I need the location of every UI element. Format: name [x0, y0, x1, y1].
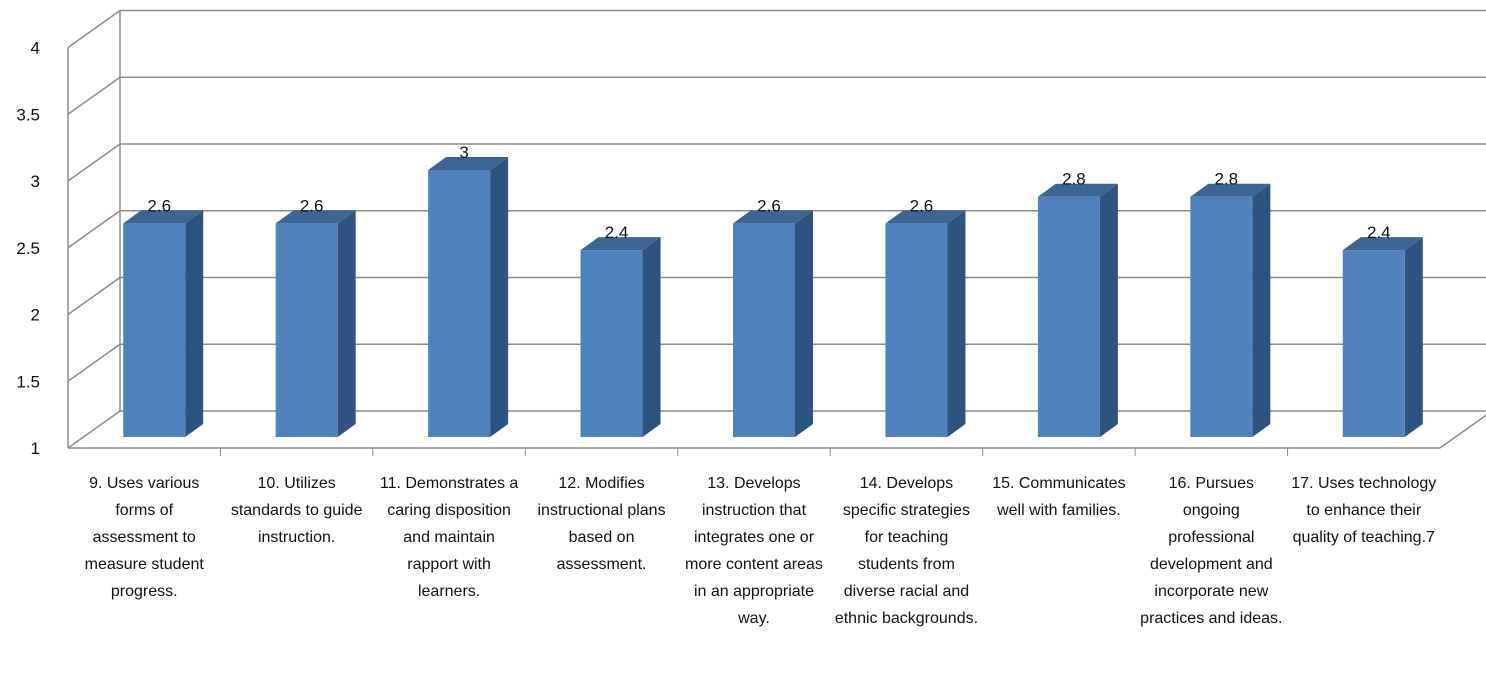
- data-labels: 2.6 2.6 3 2.4 2.6 2.6 2.8 2.8 2.4: [147, 143, 1390, 242]
- bar: [428, 170, 491, 437]
- bar: [1342, 250, 1405, 437]
- bar-side: [947, 210, 966, 437]
- bar-top: [1190, 183, 1271, 197]
- y-tick-label: 1: [31, 439, 40, 458]
- bar: [275, 223, 338, 437]
- x-tick-label: 17. Uses technology to enhance their qua…: [1291, 475, 1437, 546]
- y-tick-label: 3: [31, 172, 40, 191]
- gridline-left-wall: [67, 143, 121, 182]
- bar-side: [1099, 183, 1118, 437]
- data-label: 2.4: [1367, 223, 1391, 242]
- data-label: 2.6: [910, 196, 934, 215]
- bar: [1190, 196, 1253, 437]
- data-label: 3: [459, 143, 468, 162]
- bar: [580, 250, 643, 437]
- bar-top: [123, 210, 204, 224]
- bar: [123, 223, 186, 437]
- bar: [1037, 196, 1100, 437]
- bar-top: [428, 157, 509, 170]
- gridline-left-wall: [67, 410, 121, 449]
- bar-side: [795, 210, 813, 437]
- x-tick-label: 10. Utilizes standards to guide instruct…: [230, 475, 363, 546]
- bars: [123, 157, 1423, 437]
- bar-top: [1037, 183, 1118, 197]
- bar: [885, 223, 948, 437]
- x-tick-label: 15. Communicates well with families.: [992, 475, 1126, 519]
- bar-side: [1252, 183, 1271, 437]
- data-label: 2.6: [757, 196, 781, 215]
- gridline-left-wall: [67, 9, 121, 49]
- gridline-left-wall: [67, 343, 121, 382]
- y-tick-label: 4: [31, 39, 40, 58]
- data-label: 2.8: [1215, 170, 1239, 189]
- data-label: 2.8: [1062, 170, 1086, 189]
- gridline-left-wall: [67, 76, 121, 115]
- x-tick-label: 14. Develops specific strategies for tea…: [834, 475, 979, 627]
- x-tick-label: 11. Demonstrates a caring disposition an…: [379, 475, 519, 600]
- x-tick-label: 9. Uses various forms of assessment to m…: [84, 475, 204, 600]
- gridline-left-wall: [67, 210, 121, 249]
- x-tick-label: 12. Modifies instructional plans based o…: [537, 475, 666, 573]
- data-label: 2.6: [300, 196, 324, 215]
- x-tick-label: 13. Develops instruction that integrates…: [685, 475, 823, 627]
- bar-side: [490, 157, 509, 437]
- bar-top: [275, 210, 356, 224]
- y-axis-ticks: 1 1.5 2 2.5 3 3.5 4: [16, 39, 40, 459]
- y-tick-label: 3.5: [16, 105, 40, 124]
- data-label: 2.4: [605, 223, 629, 242]
- bar-side: [642, 237, 661, 437]
- y-tick-label: 1.5: [16, 372, 40, 391]
- bar-top: [1342, 237, 1423, 251]
- bar-top: [733, 210, 813, 224]
- bar-top: [580, 237, 661, 251]
- x-tick-label: 16. Pursues ongoing professional develop…: [1140, 475, 1283, 627]
- bar-side: [185, 210, 204, 437]
- bar-side: [337, 210, 356, 437]
- bar-top: [885, 210, 966, 224]
- y-tick-label: 2: [31, 306, 40, 325]
- floor-right-edge: [1439, 414, 1486, 449]
- data-label: 2.6: [147, 196, 171, 215]
- y-tick-label: 2.5: [16, 239, 40, 258]
- gridline-left-wall: [67, 276, 121, 316]
- bar: [733, 223, 795, 437]
- bar-side: [1404, 237, 1423, 437]
